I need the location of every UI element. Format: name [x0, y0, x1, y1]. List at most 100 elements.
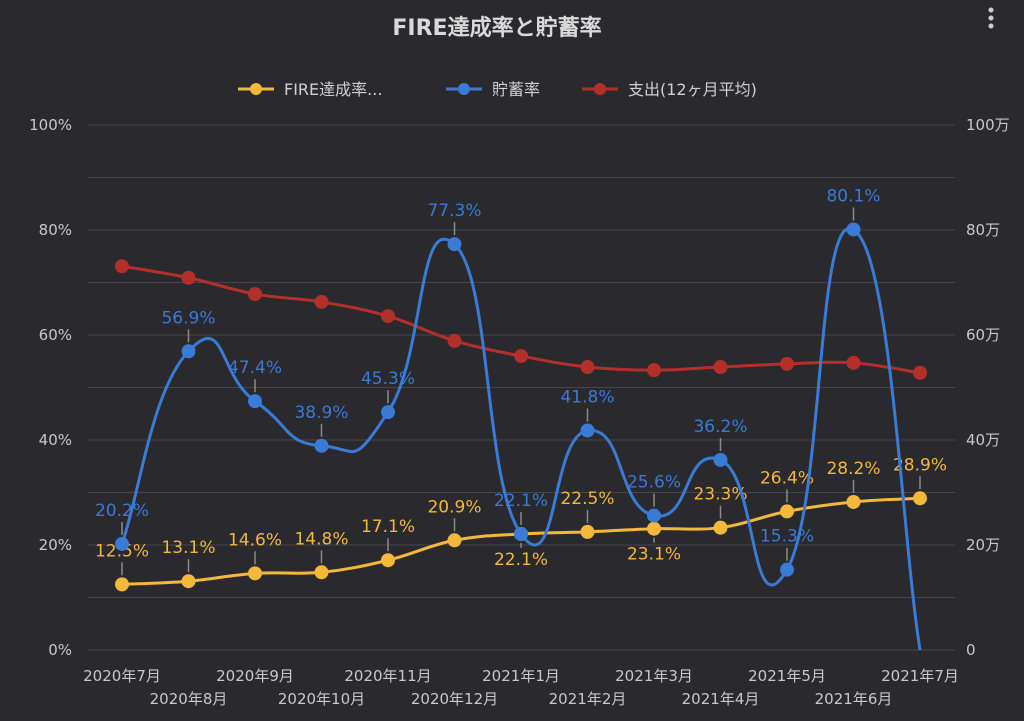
data-point	[580, 423, 595, 438]
series-line	[120, 226, 922, 651]
data-point	[115, 577, 129, 592]
data-point	[381, 309, 395, 324]
data-label: 20.9%	[427, 497, 481, 517]
legend-marker	[250, 83, 262, 95]
data-label: 56.9%	[161, 308, 215, 328]
data-point	[248, 287, 262, 302]
y-right-tick-label: 80万	[966, 221, 1000, 239]
data-point	[780, 562, 794, 577]
y-right-tick-label: 60万	[966, 326, 1000, 344]
data-label: 22.1%	[494, 550, 548, 570]
y-left-tick-label: 40%	[39, 431, 72, 449]
data-label: 13.1%	[161, 538, 215, 558]
data-point	[447, 333, 462, 348]
legend-marker	[458, 83, 470, 95]
data-label: 41.8%	[560, 388, 614, 408]
data-point	[713, 452, 728, 467]
data-label: 22.5%	[560, 489, 614, 509]
series-2	[115, 259, 927, 380]
legend-item: FIRE達成率...	[238, 80, 382, 99]
y-right-tick-label: 100万	[966, 116, 1010, 134]
data-label: 23.1%	[627, 545, 681, 565]
data-point	[381, 405, 395, 420]
more-vert-icon[interactable]	[988, 7, 994, 29]
data-point	[181, 270, 196, 285]
legend: FIRE達成率... 貯蓄率 支出(12ヶ月平均)	[238, 80, 757, 99]
data-point	[514, 526, 528, 541]
data-point	[314, 565, 329, 580]
series-0: 12.5% 13.1% 14.6% 14.8% 17.1% 20.9% 22.1% 22.5%…	[95, 455, 947, 592]
x-tick-label: 2021年5月	[748, 667, 826, 685]
data-point	[181, 574, 196, 589]
legend-label: FIRE達成率...	[284, 80, 382, 99]
data-label: 80.1%	[826, 186, 880, 206]
data-point	[913, 365, 927, 380]
legend-label: 貯蓄率	[492, 80, 540, 99]
data-point	[846, 494, 861, 509]
axes: 0% 20% 40% 60% 80% 100% 0 20万 40万 60万 80万 100万 2020年…	[29, 116, 1010, 708]
data-point	[580, 360, 595, 375]
y-right-tick-label: 0	[966, 641, 976, 659]
y-left-tick-label: 20%	[39, 536, 72, 554]
x-tick-label: 2020年8月	[150, 690, 228, 708]
legend-item: 支出(12ヶ月平均)	[582, 80, 757, 99]
data-label: 14.8%	[294, 529, 348, 549]
data-point	[913, 491, 927, 506]
y-left-tick-label: 0%	[48, 641, 72, 659]
data-label: 47.4%	[228, 358, 282, 378]
data-point	[846, 222, 861, 237]
data-point	[447, 533, 462, 548]
data-label: 36.2%	[693, 417, 747, 437]
x-tick-label: 2021年7月	[881, 667, 959, 685]
y-left-tick-label: 80%	[39, 221, 72, 239]
data-label: 26.4%	[760, 468, 814, 488]
data-label: 45.3%	[361, 369, 415, 389]
legend-marker	[594, 83, 606, 95]
data-label: 20.2%	[95, 501, 149, 521]
data-point	[314, 438, 329, 453]
data-point	[846, 355, 861, 370]
x-tick-label: 2020年12月	[411, 690, 498, 708]
data-point	[713, 520, 728, 535]
x-tick-label: 2021年6月	[815, 690, 893, 708]
y-left-tick-label: 100%	[29, 116, 72, 134]
data-label: 12.5%	[95, 541, 149, 561]
data-point	[314, 294, 329, 309]
data-point	[181, 344, 196, 359]
data-label: 77.3%	[427, 201, 481, 221]
x-tick-label: 2021年4月	[682, 690, 760, 708]
data-label: 23.3%	[693, 485, 747, 505]
data-point	[647, 363, 661, 378]
data-label: 28.9%	[893, 455, 947, 475]
x-tick-label: 2021年1月	[482, 667, 560, 685]
data-label: 28.2%	[826, 459, 880, 479]
data-point	[447, 237, 462, 252]
data-point	[580, 524, 595, 539]
data-label: 15.3%	[760, 527, 814, 547]
legend-item: 貯蓄率	[446, 80, 540, 99]
data-point	[780, 356, 794, 371]
x-tick-label: 2021年2月	[549, 690, 627, 708]
data-point	[115, 259, 129, 274]
x-tick-label: 2020年9月	[216, 667, 294, 685]
x-tick-label: 2021年3月	[615, 667, 693, 685]
x-tick-label: 2020年11月	[344, 667, 431, 685]
x-tick-label: 2020年10月	[278, 690, 365, 708]
data-point	[115, 536, 129, 551]
data-point	[647, 521, 661, 536]
data-point	[647, 508, 661, 523]
y-right-tick-label: 20万	[966, 536, 1000, 554]
legend-label: 支出(12ヶ月平均)	[628, 80, 757, 99]
data-label: 17.1%	[361, 517, 415, 537]
data-point	[780, 504, 794, 519]
data-point	[514, 349, 528, 363]
data-point	[381, 553, 395, 568]
data-point	[713, 360, 728, 375]
x-tick-label: 2020年7月	[83, 667, 161, 685]
series-1: 20.2% 56.9% 47.4% 38.9% 45.3% 77.3% 22.1% 41.8%…	[95, 186, 922, 651]
data-point	[248, 566, 262, 581]
y-left-tick-label: 60%	[39, 326, 72, 344]
chart-title: FIRE達成率と貯蓄率	[392, 15, 601, 41]
data-label: 38.9%	[294, 403, 348, 423]
